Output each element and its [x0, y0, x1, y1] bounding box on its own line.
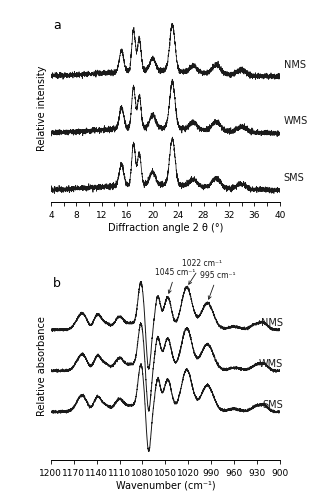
Text: SMS: SMS	[262, 400, 283, 410]
X-axis label: Wavenumber (cm⁻¹): Wavenumber (cm⁻¹)	[115, 481, 215, 491]
Text: SMS: SMS	[284, 173, 304, 183]
Y-axis label: Relative intensity: Relative intensity	[37, 66, 47, 151]
Text: NMS: NMS	[284, 60, 306, 70]
Text: WMS: WMS	[284, 116, 308, 126]
Text: NMS: NMS	[261, 318, 283, 328]
Text: a: a	[53, 18, 61, 32]
Text: 995 cm⁻¹: 995 cm⁻¹	[200, 271, 235, 299]
Text: WMS: WMS	[259, 358, 283, 368]
Text: 1045 cm⁻¹: 1045 cm⁻¹	[156, 268, 196, 293]
X-axis label: Diffraction angle 2 θ (°): Diffraction angle 2 θ (°)	[108, 223, 223, 233]
Y-axis label: Relative absorbance: Relative absorbance	[37, 316, 47, 416]
Text: b: b	[53, 277, 61, 290]
Text: 1022 cm⁻¹: 1022 cm⁻¹	[182, 259, 222, 284]
